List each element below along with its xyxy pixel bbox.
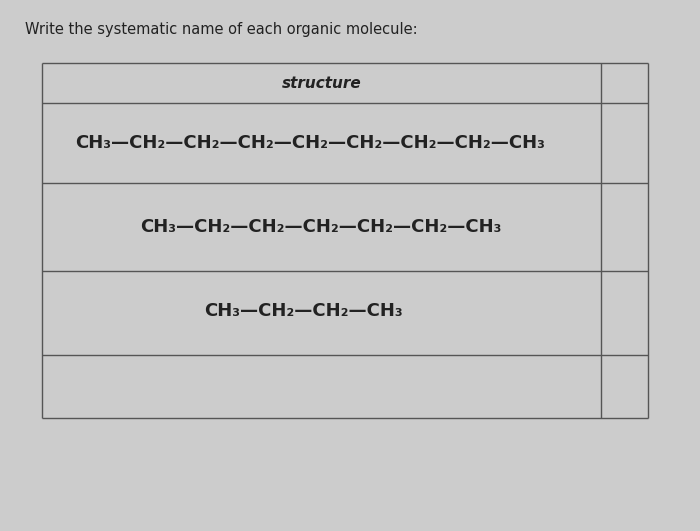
- Text: CH₃—CH₂—CH₂—CH₂—CH₂—CH₂—CH₃: CH₃—CH₂—CH₂—CH₂—CH₂—CH₂—CH₃: [140, 218, 501, 236]
- Text: CH₃—CH₂—CH₂—CH₃: CH₃—CH₂—CH₂—CH₃: [204, 302, 402, 320]
- Text: CH₃—CH₂—CH₂—CH₂—CH₂—CH₂—CH₂—CH₂—CH₃: CH₃—CH₂—CH₂—CH₂—CH₂—CH₂—CH₂—CH₂—CH₃: [75, 134, 545, 152]
- Text: structure: structure: [282, 75, 362, 90]
- Text: Write the systematic name of each organic molecule:: Write the systematic name of each organi…: [25, 22, 418, 37]
